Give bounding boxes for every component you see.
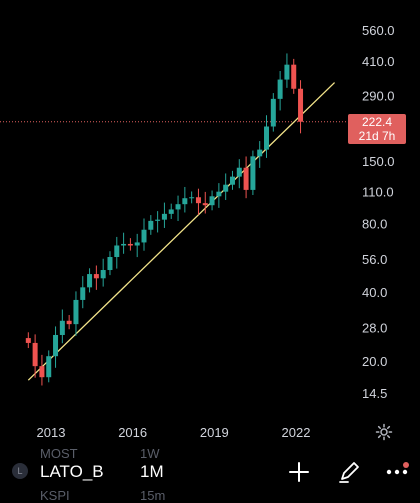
pen-icon[interactable] — [336, 459, 362, 485]
candle-body — [121, 243, 127, 246]
x-tick-label: 2019 — [200, 425, 229, 440]
x-tick-label: 2013 — [37, 425, 66, 440]
interval-button[interactable]: 1M — [140, 462, 164, 481]
y-tick-label: 20.0 — [362, 354, 387, 369]
candle-body — [148, 220, 154, 230]
watchlist-ghost-symbol-2: KSPI — [40, 488, 70, 503]
x-tick-label: 2016 — [118, 425, 147, 440]
candle-body — [277, 79, 283, 99]
watchlist-ghost-symbol: MOST — [40, 446, 78, 461]
candle-body — [229, 176, 235, 185]
candle-body — [298, 88, 304, 122]
candle-body — [209, 196, 215, 206]
candle-body — [53, 334, 59, 357]
y-tick-label: 560.0 — [362, 23, 395, 38]
candle-body — [216, 191, 222, 197]
symbol-logo: L — [12, 463, 28, 479]
candle-body — [264, 126, 270, 150]
candle-body — [134, 242, 140, 246]
candle-body — [25, 338, 31, 343]
watchlist-ghost-interval: 1W — [140, 446, 160, 461]
y-tick-label: 110.0 — [362, 185, 394, 200]
candle-body — [80, 287, 86, 300]
y-tick-label: 40.0 — [362, 285, 387, 300]
y-tick-label: 410.0 — [362, 54, 395, 69]
candle-body — [175, 204, 181, 210]
candle-body — [236, 167, 242, 177]
last-price-badge: 222.4 21d 7h — [348, 114, 406, 144]
candle-body — [93, 274, 99, 279]
x-tick-label: 2022 — [282, 425, 311, 440]
candle-body — [127, 243, 133, 246]
more-dots-icon[interactable] — [384, 459, 410, 485]
candle-body — [66, 320, 72, 325]
candle-body — [284, 64, 290, 80]
candle-body — [168, 209, 174, 214]
candle-body — [250, 156, 256, 190]
chart-area[interactable]: 14.5 20.0 28.0 40.0 56.0 80.0 110.0 150.0 290.0 4… — [0, 0, 420, 450]
y-tick-label: 80.0 — [362, 216, 387, 231]
last-price: 222.4 — [361, 115, 393, 129]
candle-body — [141, 229, 147, 243]
candle-body — [59, 320, 65, 335]
candle-body — [107, 257, 113, 271]
candle-body — [161, 213, 167, 220]
candle-body — [270, 98, 276, 127]
candle-body — [87, 274, 93, 288]
plus-icon[interactable] — [286, 459, 312, 485]
candle-body — [291, 64, 297, 89]
candle-body — [257, 149, 263, 157]
candle-body — [155, 219, 161, 221]
candle-body — [243, 167, 249, 190]
y-tick-label: 150.0 — [362, 154, 395, 169]
candle-body — [202, 203, 208, 206]
trend-line — [27, 82, 336, 381]
bottom-toolbar: MOST 1W KSPI 15m — [0, 446, 420, 503]
y-tick-label: 290.0 — [362, 88, 395, 103]
candle-body — [182, 198, 188, 205]
y-tick-label: 14.5 — [362, 386, 387, 401]
candle-body — [114, 245, 120, 258]
candle-body — [32, 342, 38, 367]
symbol-button[interactable]: LATO_B — [40, 462, 104, 481]
candle-body — [46, 356, 52, 378]
bar-countdown: 21d 7h — [358, 129, 396, 143]
candle-body — [39, 366, 45, 378]
candle-body — [100, 270, 106, 279]
y-tick-label: 28.0 — [362, 321, 387, 336]
candle-body — [73, 299, 79, 325]
watchlist-ghost-interval-2: 15m — [140, 488, 166, 503]
gear-icon[interactable] — [375, 423, 393, 441]
candle-body — [195, 197, 201, 204]
candle-body — [189, 197, 195, 199]
price-chart[interactable]: 14.5 20.0 28.0 40.0 56.0 80.0 110.0 150.0 290.0 4… — [0, 0, 420, 450]
y-tick-label: 56.0 — [362, 252, 387, 267]
candle-body — [223, 184, 229, 192]
